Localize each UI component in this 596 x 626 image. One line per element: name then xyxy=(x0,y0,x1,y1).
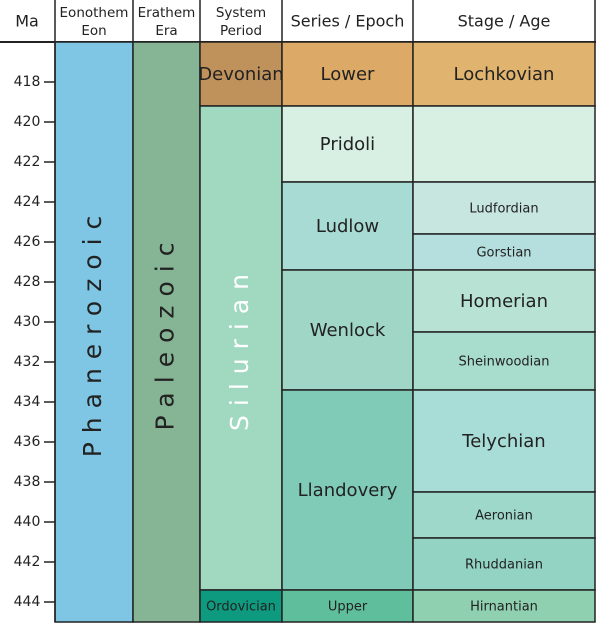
unit-label: Hirnantian xyxy=(470,600,538,615)
time-unit xyxy=(412,269,596,333)
column-header: Era xyxy=(155,23,177,39)
column-header: Series / Epoch xyxy=(291,12,405,31)
unit-label: Sheinwoodian xyxy=(459,355,550,370)
y-tick-label: 434 xyxy=(14,394,41,410)
time-unit xyxy=(281,41,414,107)
unit-label: Paleozoic xyxy=(151,233,180,430)
y-tick-label: 432 xyxy=(14,354,41,370)
y-tick-label: 424 xyxy=(14,194,41,210)
time-unit xyxy=(199,105,283,591)
time-unit xyxy=(199,41,283,107)
column-header: Eonothem xyxy=(60,5,129,21)
y-tick-label: 418 xyxy=(14,74,41,90)
y-tick-label: 426 xyxy=(14,234,41,250)
column-header: Period xyxy=(220,23,262,39)
y-tick-label: 422 xyxy=(14,154,41,170)
y-tick-label: 430 xyxy=(14,314,41,330)
unit-label: Lochkovian xyxy=(454,64,555,85)
unit-label: Pridoli xyxy=(320,134,375,155)
column-header: Erathem xyxy=(138,5,196,21)
unit-label: Rhuddanian xyxy=(465,558,543,573)
unit-label: Llandovery xyxy=(298,480,398,501)
time-unit xyxy=(412,589,596,623)
y-tick-label: 440 xyxy=(14,514,41,530)
unit-label: Ordovician xyxy=(206,600,276,615)
column-header: Stage / Age xyxy=(458,12,551,31)
time-unit xyxy=(412,491,596,539)
time-unit xyxy=(281,389,414,591)
time-unit xyxy=(412,537,596,591)
axis-label: Ma xyxy=(15,12,39,31)
unit-label: Telychian xyxy=(461,431,545,452)
unit-label: Ludlow xyxy=(316,216,379,237)
unit-label: Ludfordian xyxy=(469,202,538,217)
y-tick-label: 428 xyxy=(14,274,41,290)
y-tick-label: 420 xyxy=(14,114,41,130)
unit-label: Lower xyxy=(321,64,376,85)
time-unit xyxy=(412,389,596,493)
unit-label: Phanerozoic xyxy=(78,207,107,458)
time-unit xyxy=(412,233,596,271)
unit-label: Wenlock xyxy=(310,320,386,341)
column-header: Eon xyxy=(81,23,106,39)
unit-label: Aeronian xyxy=(475,509,533,524)
unit-label: Gorstian xyxy=(476,246,531,261)
y-tick-label: 444 xyxy=(14,594,41,610)
time-unit xyxy=(412,181,596,235)
y-tick-label: 436 xyxy=(14,434,41,450)
time-unit xyxy=(199,589,283,623)
column-header: System xyxy=(216,5,266,21)
y-tick-label: 442 xyxy=(14,554,41,570)
unit-label: Devonian xyxy=(198,64,283,85)
unit-label: Silurian xyxy=(225,265,254,431)
time-unit xyxy=(412,41,596,107)
y-tick-label: 438 xyxy=(14,474,41,490)
unit-label: Upper xyxy=(328,600,368,615)
time-unit xyxy=(132,41,201,623)
time-unit xyxy=(281,589,414,623)
time-unit xyxy=(412,331,596,391)
unit-label: Homerian xyxy=(460,291,548,312)
time-unit xyxy=(412,105,596,183)
